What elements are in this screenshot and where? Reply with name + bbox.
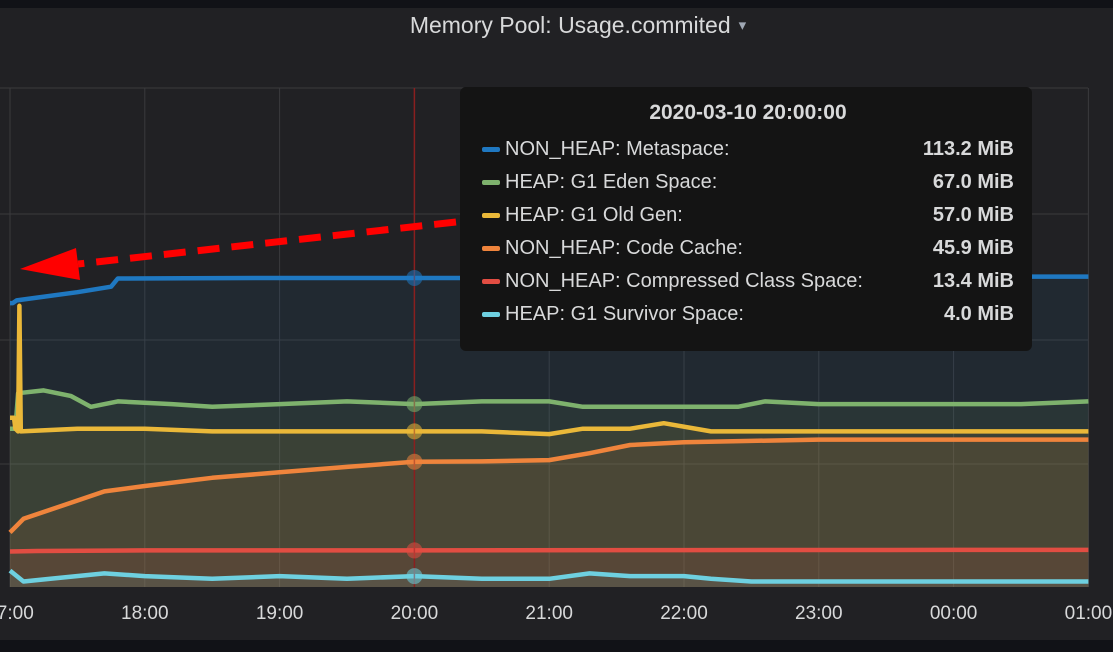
tooltip-row: NON_HEAP: Metaspace: 113.2 MiB [482, 133, 1014, 166]
tooltip-series-label: HEAP: G1 Survivor Space: [505, 303, 744, 325]
chevron-down-icon: ▾ [738, 17, 747, 34]
tooltip-series-label: HEAP: G1 Eden Space: [505, 171, 718, 193]
tooltip-series-value: 67.0 MiB [932, 171, 1014, 193]
tooltip-series-value: 45.9 MiB [932, 237, 1014, 259]
series-lines [8, 274, 1089, 584]
tooltip-series-label: NON_HEAP: Code Cache: [505, 237, 743, 259]
tooltip-series-label: HEAP: G1 Old Gen: [505, 204, 683, 226]
hover-markers [406, 88, 423, 587]
annotation-arrow-shaft [77, 218, 457, 268]
tooltip-series-value: 13.4 MiB [932, 270, 1014, 292]
hover-point [406, 453, 423, 470]
tooltip-row: NON_HEAP: Code Cache: 45.9 MiB [482, 232, 1014, 265]
series-area [10, 276, 1089, 587]
hover-point [406, 542, 423, 559]
tooltip-time: 2020-03-10 20:00:00 [649, 101, 847, 124]
series-color-swatch [482, 213, 500, 218]
x-axis: 17:00 18:00 19:00 20:00 21:00 22:00 23:00 00:00… [0, 603, 1112, 624]
tooltip-series-value: 57.0 MiB [932, 204, 1014, 226]
tooltip-series-label: NON_HEAP: Compressed Class Space: [505, 270, 863, 292]
series-color-swatch [482, 180, 500, 185]
hover-point [406, 269, 423, 286]
tooltip-series-value: 4.0 MiB [943, 303, 1014, 325]
hover-point [406, 568, 423, 585]
x-tick-label: 20:00 [391, 603, 439, 624]
x-tick-label: 19:00 [256, 603, 304, 624]
series-color-swatch [482, 246, 500, 251]
x-tick-label: 22:00 [660, 603, 708, 624]
tooltip-rows: NON_HEAP: Metaspace: 113.2 MiB HEAP: G1 Ed… [482, 133, 1014, 331]
series-line [8, 437, 1089, 534]
tooltip-row: NON_HEAP: Compressed Class Space: 13.4 Mi… [482, 265, 1014, 298]
panel-title-menu[interactable]: Memory Pool: Usage.commited ▾ [0, 12, 1113, 39]
tooltip-row: HEAP: G1 Old Gen: 57.0 MiB [482, 199, 1014, 232]
series-color-swatch [482, 312, 500, 317]
series-area [10, 305, 1089, 587]
tooltip-row: HEAP: G1 Survivor Space: 4.0 MiB [482, 298, 1014, 331]
series-line [9, 547, 1089, 554]
series-color-swatch [482, 147, 500, 152]
tooltip-row: HEAP: G1 Eden Space: 67.0 MiB [482, 166, 1014, 199]
x-tick-label: 18:00 [121, 603, 169, 624]
hover-point [406, 396, 423, 413]
annotation-arrow-head [20, 248, 80, 280]
x-tick-label: 17:00 [0, 603, 34, 624]
series-color-swatch [482, 279, 500, 284]
tooltip-series-value: 113.2 MiB [922, 138, 1014, 160]
hover-point [406, 423, 423, 440]
annotation-arrow [20, 218, 457, 280]
tooltip-series-label: NON_HEAP: Metaspace: [505, 138, 730, 160]
series-line [10, 388, 1089, 431]
x-tick-label: 23:00 [795, 603, 843, 624]
series-line [10, 303, 1089, 437]
x-tick-label: 01:00 [1065, 603, 1113, 624]
x-tick-label: 21:00 [525, 603, 573, 624]
x-tick-label: 00:00 [930, 603, 978, 624]
hover-tooltip: 2020-03-10 20:00:00 NON_HEAP: Metaspace:… [460, 87, 1032, 351]
series-line [8, 568, 1089, 584]
panel-title: Memory Pool: Usage.commited [409, 12, 731, 38]
